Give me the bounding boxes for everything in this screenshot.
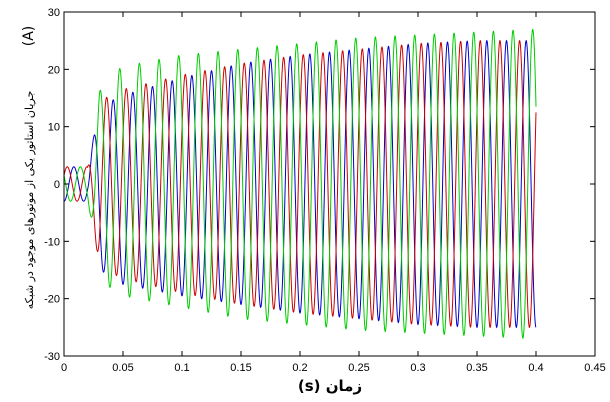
x-tick-label: 0.15 bbox=[230, 362, 251, 374]
y-tick-label: 0 bbox=[54, 179, 60, 191]
x-tick-label: 0.05 bbox=[112, 362, 133, 374]
x-axis-label: زمان (s) bbox=[298, 377, 362, 395]
x-tick-label: 0.25 bbox=[348, 362, 369, 374]
x-tick-label: 0.35 bbox=[466, 362, 487, 374]
ticks-layer: 0 0.05 0.1 0.15 0.2 0.25 0.3 0.35 0.4 0.45 30 20 10 0… bbox=[44, 7, 606, 374]
series-line-3 bbox=[63, 28, 537, 339]
y-tick-label: 20 bbox=[48, 64, 60, 76]
y-axis-label: جریان استاتور یکی از موتورهای موجود در ش… bbox=[23, 91, 36, 310]
y-tick-label: -30 bbox=[44, 351, 60, 363]
x-tick-label: 0.1 bbox=[174, 362, 189, 374]
y-tick-label: -10 bbox=[44, 236, 60, 248]
x-tick-label: 0.3 bbox=[410, 362, 425, 374]
x-tick-label: 0.45 bbox=[584, 362, 605, 374]
y-tick-label: 30 bbox=[48, 7, 60, 19]
plot-background bbox=[64, 12, 595, 356]
y-tick-label: -20 bbox=[44, 294, 60, 306]
x-tick-label: 0.2 bbox=[292, 362, 307, 374]
y-tick-label: 10 bbox=[48, 122, 60, 134]
x-tick-label: 0 bbox=[61, 362, 67, 374]
series-layer bbox=[63, 28, 537, 339]
series-line-1 bbox=[63, 39, 537, 329]
x-tick-label: 0.4 bbox=[528, 362, 543, 374]
y-axis-unit: (A) bbox=[21, 26, 37, 47]
